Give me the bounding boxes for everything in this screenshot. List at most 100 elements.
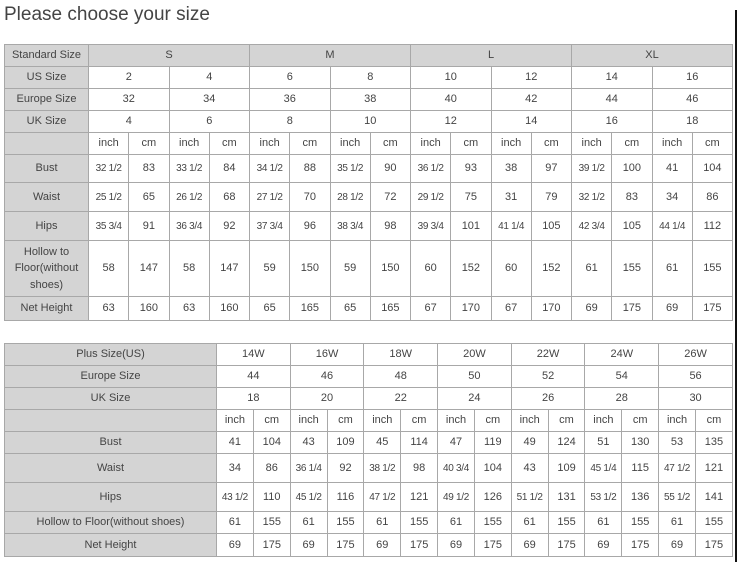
measurement-cell: 155 <box>621 511 660 534</box>
row-label: Standard Size <box>4 44 89 67</box>
size-header-cell: 22W <box>510 343 586 366</box>
measurement-cell: 155 <box>691 240 734 297</box>
measurement-cell: 41 <box>651 154 693 183</box>
measurement-cell: 61 <box>216 511 254 534</box>
measurement-cell: 155 <box>400 511 439 534</box>
size-header-cell: 26W <box>658 343 733 366</box>
measurement-cell: 126 <box>473 482 512 512</box>
table-row: Waist 25 1/2 65 26 1/2 68 27 1/2 70 28 1/2 72 29 … <box>4 182 734 212</box>
measurement-cell: 25 1/2 <box>87 182 130 212</box>
table-row: Hollow to Floor(without shoes) 61 155 61 155… <box>4 511 734 534</box>
size-header-cell: 34 <box>168 88 250 111</box>
measurement-cell: 121 <box>694 453 734 483</box>
measurement-cell: 92 <box>326 453 365 483</box>
measurement-cell: 65 <box>248 296 291 321</box>
measurement-cell: 55 1/2 <box>658 482 696 512</box>
unit-cell: inch <box>168 132 210 155</box>
header-row: UK Size 4 6 8 10 12 14 16 18 <box>4 110 733 133</box>
measurement-cell: 53 <box>658 431 696 454</box>
measurement-cell: 155 <box>547 511 586 534</box>
size-header-cell: 46 <box>289 365 365 388</box>
measurement-cell: 69 <box>216 533 254 557</box>
header-row: US Size 2 4 6 8 10 12 14 16 <box>4 66 733 89</box>
measurement-cell: 61 <box>437 511 475 534</box>
size-header-cell: 18 <box>651 110 733 133</box>
measurement-cell: 84 <box>208 154 251 183</box>
measurement-cell: 165 <box>289 296 331 321</box>
measurement-cell: 28 1/2 <box>329 182 371 212</box>
unit-row: inch cm inch cm inch cm inch cm inch cm inch cm inch… <box>4 132 734 155</box>
measurement-cell: 98 <box>400 453 439 483</box>
measurement-cell: 175 <box>694 533 734 557</box>
measurement-cell: 109 <box>547 453 586 483</box>
measurement-cell: 67 <box>490 296 532 321</box>
measurement-cell: 43 1/2 <box>216 482 254 512</box>
measurement-cell: 83 <box>128 154 170 183</box>
measurement-cell: 69 <box>651 296 693 321</box>
size-header-cell: 44 <box>216 365 291 388</box>
measurement-cell: 165 <box>369 296 412 321</box>
measurement-cell: 88 <box>289 154 331 183</box>
measurement-cell: 75 <box>450 182 492 212</box>
measurement-cell: 135 <box>694 431 734 454</box>
size-header-cell: 50 <box>437 365 512 388</box>
size-header-cell: 40 <box>410 88 492 111</box>
measurement-cell: 152 <box>450 240 492 297</box>
measurement-cell: 36 1/4 <box>289 453 328 483</box>
measurement-cell: 72 <box>369 182 412 212</box>
measurement-cell: 115 <box>621 453 660 483</box>
measurement-cell: 65 <box>128 182 170 212</box>
size-header-cell: 38 <box>329 88 411 111</box>
measurement-cell: 90 <box>369 154 412 183</box>
size-header-cell: 16 <box>571 110 653 133</box>
row-label: UK Size <box>4 387 217 410</box>
size-header-cell: XL <box>571 44 733 67</box>
measurement-cell: 44 1/4 <box>651 211 693 241</box>
unit-cell: cm <box>691 132 734 155</box>
measurement-cell: 155 <box>611 240 653 297</box>
measurement-cell: 155 <box>326 511 365 534</box>
header-row: Europe Size 44 46 48 50 52 54 56 <box>4 365 733 388</box>
measurement-cell: 36 3/4 <box>168 211 210 241</box>
measurement-cell: 34 <box>216 453 254 483</box>
measurement-cell: 34 1/2 <box>248 154 291 183</box>
row-label <box>4 132 89 155</box>
unit-row: inch cm inch cm inch cm inch cm inch cm inch cm inch… <box>4 409 734 432</box>
size-header-cell: L <box>410 44 572 67</box>
size-header-cell: 16 <box>651 66 733 89</box>
measurement-cell: 32 1/2 <box>570 182 613 212</box>
table-row: Hollow to Floor(without shoes) 58 147 58 147… <box>4 240 734 297</box>
size-header-cell: 14W <box>216 343 291 366</box>
measurement-cell: 104 <box>473 453 512 483</box>
size-header-cell: 24 <box>437 387 512 410</box>
size-header-cell: 52 <box>510 365 586 388</box>
measurement-cell: 47 1/2 <box>363 482 402 512</box>
size-header-cell: 4 <box>168 66 250 89</box>
measurement-cell: 105 <box>530 211 573 241</box>
measurement-cell: 175 <box>621 533 660 557</box>
measurement-cell: 79 <box>530 182 573 212</box>
row-label: US Size <box>4 66 89 89</box>
size-header-cell: 56 <box>658 365 733 388</box>
window-edge <box>735 10 737 562</box>
measurement-cell: 39 1/2 <box>570 154 613 183</box>
measurement-cell: 131 <box>547 482 586 512</box>
measurement-cell: 31 <box>490 182 532 212</box>
unit-cell: inch <box>490 132 532 155</box>
unit-cell: inch <box>570 132 613 155</box>
size-chart-plus: Plus Size(US) 14W 16W 18W 20W 22W 24W 26W Europe… <box>4 343 734 557</box>
measurement-cell: 155 <box>252 511 291 534</box>
size-header-cell: 26 <box>510 387 586 410</box>
measurement-cell: 60 <box>490 240 532 297</box>
unit-cell: cm <box>369 132 412 155</box>
size-header-cell: 14 <box>571 66 653 89</box>
unit-cell: cm <box>694 409 734 432</box>
measurement-cell: 35 3/4 <box>87 211 130 241</box>
measurement-cell: 47 1/2 <box>658 453 696 483</box>
measurement-cell: 61 <box>658 511 696 534</box>
measurement-cell: 38 1/2 <box>363 453 402 483</box>
measurement-cell: 170 <box>450 296 492 321</box>
header-row: Standard Size S M L XL <box>4 44 733 67</box>
unit-cell: cm <box>400 409 439 432</box>
measurement-cell: 70 <box>289 182 331 212</box>
